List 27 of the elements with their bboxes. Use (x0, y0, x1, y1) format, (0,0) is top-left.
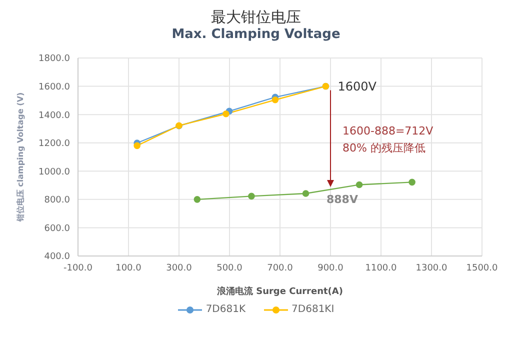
annotation: 1600V (338, 79, 378, 94)
y-tick-label: 1400.0 (38, 110, 70, 121)
x-tick-label: 500.0 (216, 263, 243, 274)
x-tick-label: 1100.0 (365, 263, 398, 274)
chart-title: 最大钳位电压 (210, 8, 302, 27)
x-axis-title: 浪涌电流 Surge Current(A) (216, 286, 344, 297)
y-tick-label: 1200.0 (38, 139, 70, 150)
y-tick-label: 1800.0 (38, 54, 70, 64)
chart-subtitle: Max. Clamping Voltage (170, 27, 342, 42)
annotation: 1600-888=712V (342, 124, 434, 138)
legend-label: 7D681K (204, 304, 246, 315)
x-tick-label: 700.0 (267, 263, 294, 274)
y-tick-label: 400.0 (44, 252, 70, 262)
y-tick-label: 1600.0 (38, 82, 70, 92)
annotation: 888V (326, 192, 358, 206)
annotation: 80% 的残压降低 (342, 141, 426, 154)
x-tick-label: 100.0 (116, 263, 142, 274)
x-tick-label: 1500.0 (466, 263, 498, 274)
legend-label: 7D681KI (290, 304, 334, 315)
y-axis-title: 钳位电压 clamping Voltage (V) (16, 92, 25, 223)
x-tick-label: 1300.0 (416, 263, 448, 274)
x-tick-label: 900.0 (318, 263, 344, 274)
x-tick-label: 300.0 (166, 263, 192, 274)
y-tick-label: 1000.0 (38, 167, 70, 178)
y-tick-label: 600.0 (44, 224, 70, 234)
x-tick-label: -100.0 (63, 263, 93, 274)
y-tick-label: 800.0 (44, 196, 70, 206)
